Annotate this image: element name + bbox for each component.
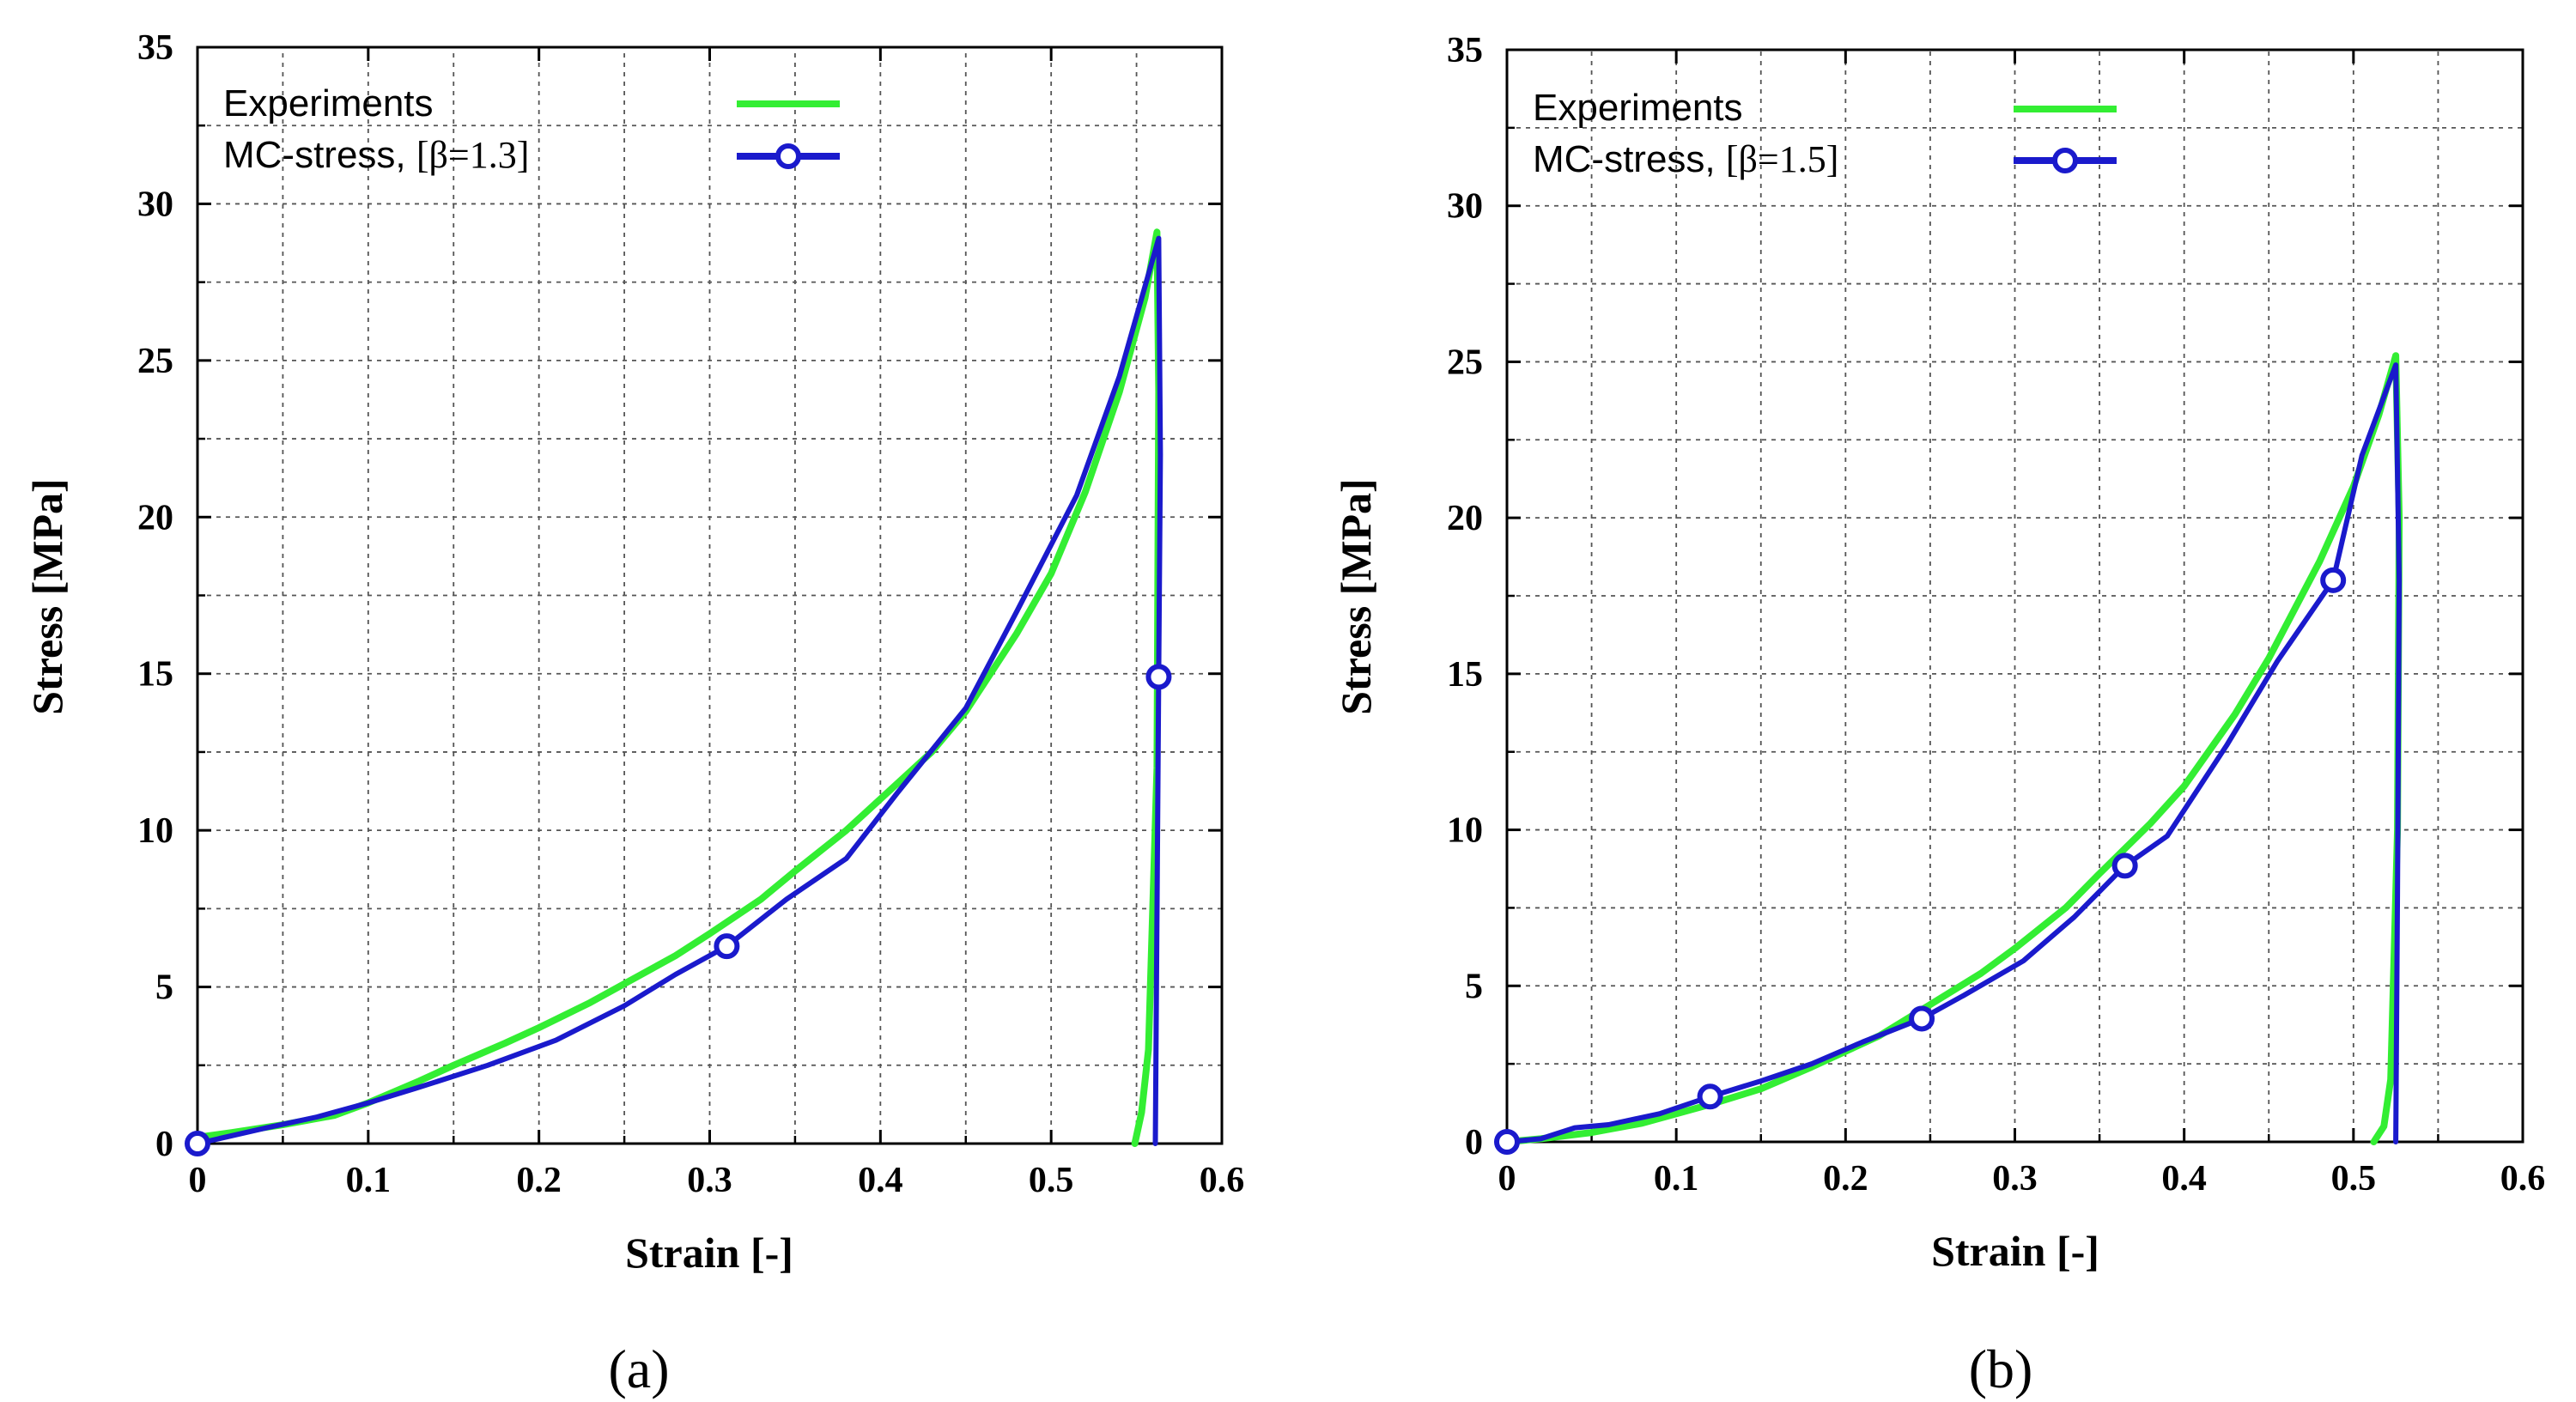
legend-experiments-label: Experiments <box>1533 87 1743 129</box>
model-marker-point <box>2111 853 2138 879</box>
x-tick-label: 0.3 <box>1992 1159 2038 1199</box>
x-tick-label: 0.6 <box>1200 1161 1245 1200</box>
y-tick-label: 0 <box>155 1125 173 1164</box>
x-tick-label: 0 <box>189 1161 207 1200</box>
legend-model-label: MC-stress, [β=1.5] <box>1533 138 1838 180</box>
chart-panel-a: 0 0.1 0.2 0.3 0.4 0.5 0.6 0 5 10 15 20 25 30 35 Strain… <box>23 28 1244 1399</box>
legend-model-marker <box>2052 148 2078 173</box>
y-tick-label: 15 <box>1447 655 1483 695</box>
legend-model-prefix: MC-stress, <box>223 134 416 176</box>
legend-model-param: [β=1.3] <box>416 134 530 176</box>
y-tick-label: 5 <box>1465 967 1483 1006</box>
y-axis-label: Stress [MPa] <box>23 478 71 714</box>
y-tick-label: 5 <box>155 968 173 1008</box>
series-b <box>1494 352 2403 1155</box>
legend-model-label: MC-stress, [β=1.3] <box>223 134 529 176</box>
grid-a <box>197 47 1222 1144</box>
y-tick-label: 30 <box>137 185 173 224</box>
series-line-experiments <box>194 228 1163 1147</box>
x-axis-label: Strain [-] <box>1931 1227 2099 1275</box>
x-tick-label: 0.2 <box>516 1161 562 1200</box>
y-tick-label: 15 <box>137 655 173 695</box>
y-tick-label: 35 <box>1447 31 1483 70</box>
x-tick-label: 0.4 <box>858 1161 903 1200</box>
model-marker-point <box>1909 1005 1935 1032</box>
legend-a: Experiments MC-stress, [β=1.3] <box>223 82 840 176</box>
x-tick-label: 0.1 <box>1654 1159 1699 1199</box>
x-tick-label: 0.5 <box>1029 1161 1074 1200</box>
panel-caption-a: (a) <box>608 1338 669 1399</box>
ticks-b: 0 0.1 0.2 0.3 0.4 0.5 0.6 0 5 10 15 20 25 30 35 <box>1447 31 2545 1199</box>
legend-b: Experiments MC-stress, [β=1.5] <box>1533 87 2117 180</box>
legend-model-param: [β=1.5] <box>1726 138 1839 180</box>
y-tick-label: 10 <box>137 811 173 851</box>
model-marker-point <box>714 933 740 960</box>
y-tick-label: 25 <box>137 342 173 381</box>
y-tick-label: 30 <box>1447 187 1483 227</box>
x-axis-label: Strain [-] <box>625 1229 793 1277</box>
model-marker-point <box>2320 567 2347 593</box>
series-line-model <box>195 235 1163 1146</box>
x-tick-label: 0.4 <box>2161 1159 2207 1199</box>
grid-b <box>1507 50 2523 1142</box>
y-axis-label: Stress [MPa] <box>1332 478 1380 714</box>
legend-model-prefix: MC-stress, <box>1533 138 1726 180</box>
x-tick-label: 0.1 <box>346 1161 392 1200</box>
model-marker-point <box>1697 1083 1723 1110</box>
y-tick-label: 10 <box>1447 811 1483 851</box>
ticks-a: 0 0.1 0.2 0.3 0.4 0.5 0.6 0 5 10 15 20 25 30 35 <box>137 28 1244 1200</box>
series-line-model <box>1504 362 2403 1144</box>
x-tick-label: 0.3 <box>687 1161 732 1200</box>
y-tick-label: 0 <box>1465 1123 1483 1162</box>
panel-caption-b: (b) <box>1969 1338 2033 1399</box>
model-marker-point <box>185 1131 210 1156</box>
x-tick-label: 0.5 <box>2331 1159 2377 1199</box>
chart-panel-b: 0 0.1 0.2 0.3 0.4 0.5 0.6 0 5 10 15 20 25 30 35 Strain… <box>1332 31 2545 1399</box>
x-tick-label: 0 <box>1498 1159 1516 1199</box>
y-tick-label: 35 <box>137 28 173 68</box>
x-tick-label: 0.2 <box>1823 1159 1868 1199</box>
model-marker-point <box>1494 1129 1520 1155</box>
legend-model-marker <box>775 143 801 169</box>
y-tick-label: 20 <box>1447 499 1483 538</box>
x-tick-label: 0.6 <box>2500 1159 2546 1199</box>
legend-experiments-label: Experiments <box>223 82 434 124</box>
y-tick-label: 20 <box>137 498 173 537</box>
series-line-experiments <box>1504 352 2403 1145</box>
series-a <box>185 228 1172 1156</box>
y-tick-label: 25 <box>1447 343 1483 382</box>
model-marker-point <box>1145 664 1172 690</box>
